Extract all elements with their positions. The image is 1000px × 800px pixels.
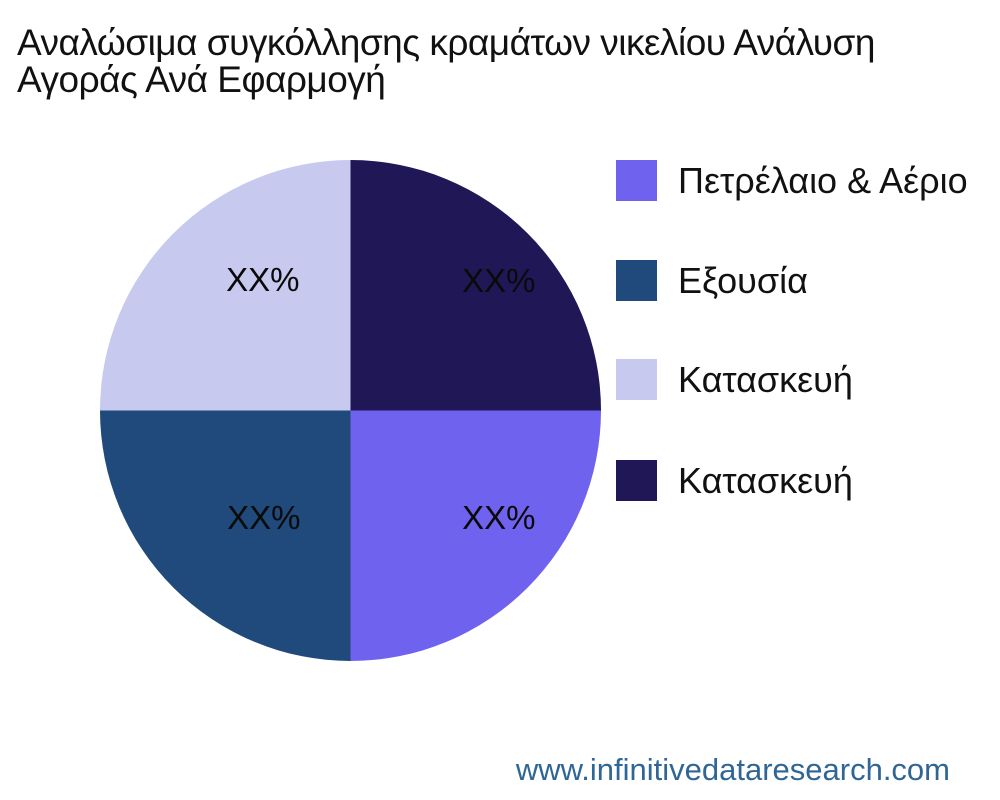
chart-title-line2: Αγοράς Ανά Εφαρμογή (17, 59, 386, 100)
pie-slice-label: XX% (462, 262, 536, 300)
chart-title-line1: Αναλώσιμα συγκόλλησης κραμάτων νικελίου … (17, 22, 875, 63)
legend-swatch-icon (616, 160, 657, 201)
website-url: www.infinitivedataresearch.com (515, 752, 950, 787)
pie-slice-label: XX% (227, 499, 301, 537)
legend-label: Κατασκευή (678, 358, 853, 400)
legend-item-construction-light: Κατασκευή (616, 359, 853, 400)
legend-item-power: Εξουσία (616, 260, 808, 301)
chart-title: Αναλώσιμα συγκόλλησης κραμάτων νικελίου … (17, 24, 987, 98)
legend-swatch-icon (616, 260, 657, 301)
legend-swatch-icon (616, 460, 657, 501)
legend-label: Πετρέλαιο & Αέριο (678, 159, 968, 201)
legend-item-construction-dark: Κατασκευή (616, 460, 853, 501)
legend-item-oil-gas: Πετρέλαιο & Αέριο (616, 160, 968, 201)
pie-slice-label: XX% (226, 261, 300, 299)
legend-label: Κατασκευή (678, 459, 853, 501)
legend-label: Εξουσία (678, 259, 808, 301)
chart-legend: Πετρέλαιο & Αέριο Εξουσία Κατασκευή Κατα… (616, 160, 986, 520)
pie-slice-label: XX% (462, 499, 536, 537)
legend-swatch-icon (616, 359, 657, 400)
pie-chart: XX% XX% XX% XX% (100, 160, 601, 661)
